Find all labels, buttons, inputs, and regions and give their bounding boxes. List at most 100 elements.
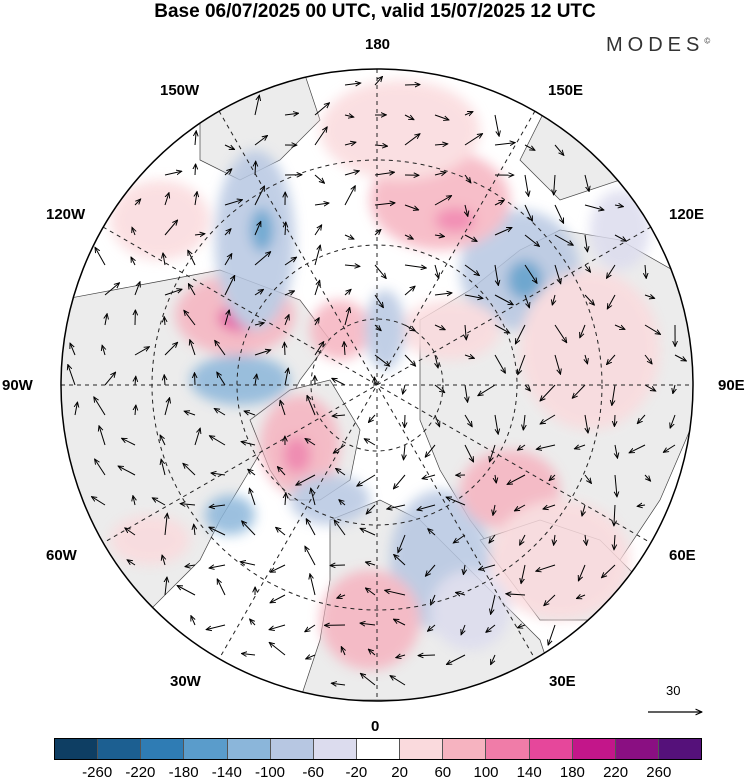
wind-vector [434, 235, 444, 237]
wind-vector [494, 414, 498, 434]
wind-vector [360, 623, 376, 625]
wind-vector [368, 649, 376, 656]
wind-vector [576, 595, 586, 599]
wind-vector [285, 493, 286, 506]
wind-vector [305, 439, 316, 446]
wind-vector [285, 222, 286, 236]
wind-vector [514, 504, 526, 511]
wind-vector [224, 169, 232, 176]
wind-vector [254, 186, 265, 206]
wind-vector [434, 384, 445, 393]
wind-vector [507, 474, 526, 484]
wind-vector [133, 496, 135, 506]
wind-vector [670, 414, 676, 428]
wind-vector [357, 474, 376, 486]
wind-vector [284, 257, 297, 266]
wind-vector [536, 564, 556, 571]
wind-vector [494, 200, 504, 206]
lon-label-120w: 120W [46, 206, 86, 223]
wind-vector [404, 265, 426, 268]
wind-vector [217, 579, 226, 596]
wind-vector [584, 474, 591, 483]
wind-vector [250, 619, 256, 626]
wind-vector [464, 234, 477, 241]
wind-vector [614, 324, 625, 329]
wind-vector [494, 294, 513, 305]
wind-vector [188, 284, 196, 296]
wind-vector [494, 324, 510, 333]
wind-vector [578, 564, 586, 581]
wind-vector [479, 564, 496, 570]
wind-vector [644, 295, 655, 298]
wind-vector [374, 264, 386, 279]
wind-vector [206, 624, 226, 630]
wind-vector [305, 546, 316, 566]
wind-vector [248, 469, 256, 476]
wind-vector [360, 673, 376, 686]
wind-vector [549, 474, 556, 481]
colorbar-swatch [312, 739, 356, 759]
wind-vector [366, 504, 376, 514]
wind-vector [122, 438, 136, 446]
map-boundary [60, 68, 694, 702]
wind-vector [404, 114, 414, 120]
wind-vector [244, 411, 256, 416]
wind-vector [398, 534, 406, 553]
wind-vector [491, 654, 496, 665]
wind-vector [506, 594, 526, 595]
wind-vector [489, 534, 496, 543]
colorbar-swatch [485, 739, 529, 759]
wind-vector [254, 252, 271, 266]
wind-vector [585, 234, 588, 252]
wind-vector [486, 624, 496, 632]
wind-vector [209, 565, 226, 568]
wind-vector [464, 294, 483, 298]
wind-vector [241, 654, 256, 656]
wind-vector [195, 131, 196, 146]
colorbar-ticks: -260 -220 -180 -140 -100 -60 -20 20 60 100 140 180 2… [54, 764, 702, 782]
wind-vector [344, 171, 359, 176]
wind-vector [518, 354, 526, 375]
lon-label-30w: 30W [170, 673, 201, 690]
wind-vector [465, 384, 468, 402]
wind-vector [614, 205, 623, 207]
wind-vector [544, 594, 556, 606]
wind-vector [585, 354, 588, 364]
wind-vector [453, 534, 466, 543]
wind-vector [195, 373, 196, 386]
colorbar-swatch [269, 739, 313, 759]
wind-vector [332, 415, 346, 416]
wind-vector [464, 264, 479, 276]
wind-vector [404, 204, 419, 210]
colorbar-swatch [355, 739, 400, 759]
wind-vector [434, 264, 439, 278]
wind-vector [284, 342, 285, 356]
wind-vector [284, 368, 288, 386]
lon-label-60e: 60E [669, 547, 696, 564]
wind-vector [185, 565, 196, 567]
lon-label-30e: 30E [549, 673, 576, 690]
wind-vector [615, 474, 617, 497]
wind-vector [332, 378, 346, 386]
wind-vector [645, 264, 646, 278]
colorbar-tick-label: -260 [82, 764, 113, 781]
wind-vector [524, 174, 529, 196]
wind-vector [254, 95, 259, 116]
wind-vector [425, 444, 436, 457]
wind-vector [152, 498, 166, 506]
wind-vector [524, 264, 537, 283]
wind-vector [125, 528, 136, 536]
wind-vector [127, 560, 136, 566]
wind-vector [385, 590, 406, 596]
wind-vector [241, 442, 256, 445]
wind-vector [164, 317, 165, 326]
colorbar-tick-label: -140 [211, 764, 242, 781]
wind-vector [374, 172, 395, 175]
wind-vector [132, 227, 135, 236]
wind-vector [491, 594, 496, 614]
wind-vector [540, 414, 556, 424]
wind-vector [209, 436, 226, 446]
wind-vector [493, 504, 495, 515]
wind-vector [135, 405, 136, 416]
wind-vector [344, 142, 356, 145]
